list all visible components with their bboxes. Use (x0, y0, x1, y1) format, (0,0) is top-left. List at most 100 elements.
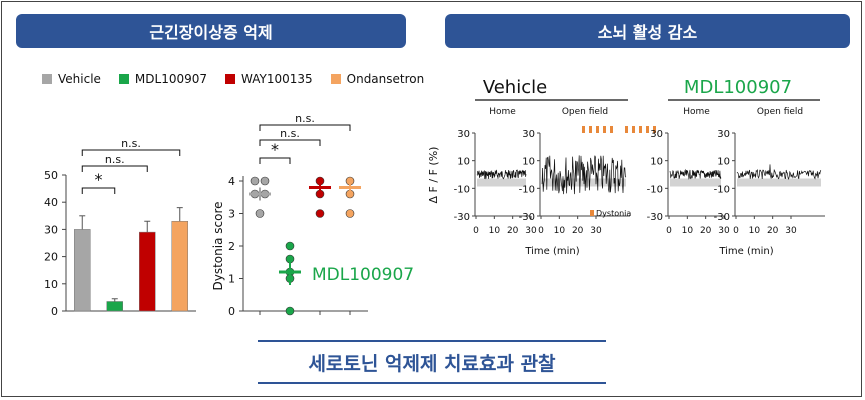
trace-line (541, 155, 627, 195)
trace-x-tick-label: 10 (489, 226, 501, 236)
legend-swatch (42, 74, 52, 84)
trace-shadow (670, 178, 721, 187)
legend-label: Ondansetron (346, 72, 425, 86)
event-marker (610, 126, 613, 133)
trace-x-tick-label: 10 (554, 226, 566, 236)
dot-significance-bracket (259, 157, 291, 164)
bar (171, 220, 188, 312)
event-marker (603, 126, 606, 133)
banner-right: 소뇌 활성 감소 (445, 14, 850, 48)
trace-shadow (737, 178, 821, 187)
event-legend-swatch (590, 210, 594, 216)
legend-entry-mdl: MDL100907 (118, 72, 208, 86)
trace-y-tick-label: -30 (519, 212, 535, 223)
event-legend-label: Dystonia (596, 209, 631, 218)
trace-y-tick-label: -10 (647, 184, 663, 195)
bar-significance-label: * (95, 170, 103, 189)
trace-panel-title: Open field (562, 107, 608, 117)
dot-y-tick-label: 2 (228, 240, 235, 253)
trace-y-tick-label: -10 (714, 184, 730, 195)
dot-y-axis-label: Dystonia score (211, 202, 225, 291)
trace-y-tick-label: -10 (454, 184, 470, 195)
bottom-title: 세로토닌 억제제 치료효과 관찰 (258, 340, 606, 384)
legend-entry-vehicle: Vehicle (42, 72, 101, 86)
dot-point (285, 306, 295, 316)
trace-x-tick-label: 30 (785, 226, 797, 236)
dot-point (285, 241, 295, 251)
legend-label: WAY100135 (241, 72, 313, 86)
trace-y-tick-label: 10 (717, 157, 730, 168)
legend-label: Vehicle (58, 72, 101, 86)
dot-y-tick-label: 1 (228, 273, 235, 286)
dot-point (255, 209, 265, 218)
dot-annotation: MDL100907 (312, 265, 414, 285)
trace-y-tick-label: -10 (519, 184, 535, 195)
trace-group-title: MDL100907 (684, 77, 792, 98)
dot-point (345, 209, 355, 218)
bar-y-tick-label: 50 (44, 169, 58, 182)
dot-y-tick-label: 3 (228, 208, 235, 221)
legend-entry-ondansetron: Ondansetron (330, 72, 425, 86)
dot-point (260, 176, 270, 186)
legend-swatch (118, 74, 129, 84)
dot-point (315, 209, 325, 218)
dot-significance-label: * (271, 140, 279, 159)
event-marker (646, 126, 649, 133)
trace-y-tick-label: -30 (647, 212, 663, 223)
trace-y-axis-label: Δ F / F (%) (427, 147, 440, 204)
trace-x-tick-label: 30 (525, 226, 537, 236)
trace-line (476, 169, 527, 180)
trace-x-tick-label: 20 (572, 226, 584, 236)
trace-x-tick-label: 20 (507, 226, 519, 236)
trace-x-tick-label: 10 (682, 226, 694, 236)
trace-y-tick-label: 30 (522, 129, 535, 140)
bar-significance-bracket (81, 165, 148, 172)
trace-x-tick-label: 20 (767, 226, 779, 236)
trace-y-tick-label: 30 (717, 129, 730, 140)
bar-y-tick-label: 20 (44, 251, 58, 264)
trace-y-tick-label: -30 (454, 212, 470, 223)
trace-x-tick-label: 20 (700, 226, 712, 236)
bar (74, 229, 91, 312)
dot-significance-bracket (259, 124, 351, 131)
dot-significance-bracket (259, 139, 321, 146)
trace-x-tick-label: 30 (590, 226, 602, 236)
trace-x-tick-label: 0 (733, 226, 739, 236)
legend-entry-way: WAY100135 (225, 72, 313, 86)
event-marker (625, 126, 628, 133)
event-marker (582, 126, 585, 133)
bar-y-tick-label: 30 (44, 223, 58, 236)
bar-y-tick-label: 10 (44, 278, 58, 291)
bar-significance-label: n.s. (105, 153, 125, 166)
dot-significance-label: n.s. (295, 112, 315, 125)
bar-significance-bracket (81, 149, 181, 156)
legend-swatch (225, 74, 236, 84)
event-marker (589, 126, 592, 133)
dot-y-tick-label: 0 (228, 305, 235, 318)
dot-significance-label: n.s. (280, 127, 300, 140)
trace-y-tick-label: 30 (457, 129, 470, 140)
event-marker (632, 126, 635, 133)
bar (139, 231, 156, 312)
bar-y-tick-label: 40 (44, 196, 58, 209)
legend: Vehicle MDL100907 WAY100135 Ondansetron (42, 72, 424, 86)
trace-y-tick-label: 10 (522, 157, 535, 168)
trace-x-tick-label: 0 (538, 226, 544, 236)
dot-y-tick-label: 4 (228, 175, 235, 188)
trace-x-axis-label: Time (min) (524, 246, 579, 257)
dot-point (250, 176, 260, 186)
trace-x-tick-label: 0 (666, 226, 672, 236)
banner-left: 근긴장이상증 억제 (16, 14, 406, 48)
trace-x-tick-label: 30 (718, 226, 730, 236)
legend-label: MDL100907 (134, 72, 208, 86)
bar (106, 301, 123, 312)
trace-panel-title: Home (489, 107, 516, 117)
bar-significance-label: n.s. (121, 137, 141, 150)
bar-significance-bracket (81, 187, 116, 194)
trace-shadow (477, 178, 526, 187)
bar-y-tick-label: 0 (51, 305, 58, 318)
event-marker (653, 126, 656, 133)
trace-y-tick-label: -30 (714, 212, 730, 223)
